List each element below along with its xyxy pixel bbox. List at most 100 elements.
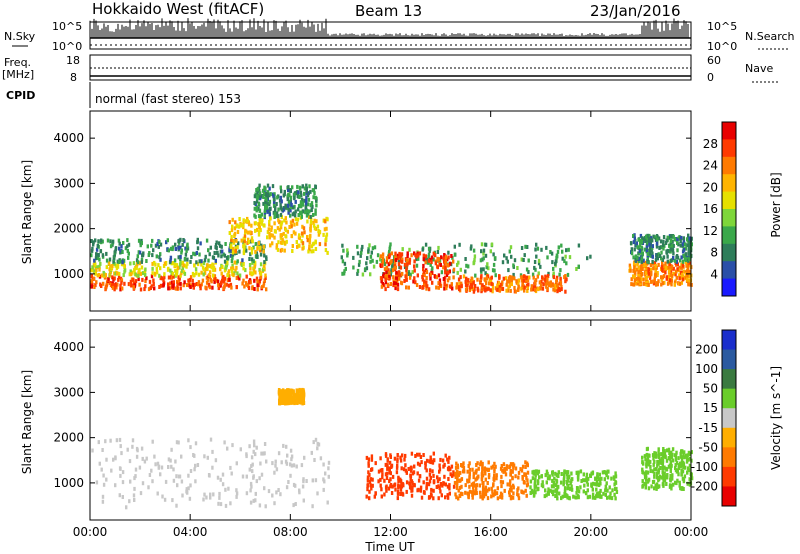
- data-cell: [661, 243, 665, 248]
- data-cell: [552, 287, 555, 292]
- data-cell: [472, 489, 475, 494]
- data-cell: [641, 236, 644, 241]
- data-cell: [393, 260, 397, 265]
- data-cell: [235, 265, 238, 270]
- data-cell: [543, 494, 546, 499]
- data-cell: [278, 198, 282, 203]
- data-cell: [250, 250, 254, 255]
- data-cell: [468, 489, 472, 494]
- data-cell: [422, 453, 425, 457]
- data-cell: [249, 230, 252, 235]
- data-cell: [605, 481, 608, 486]
- data-cell: [143, 459, 147, 464]
- data-cell: [534, 484, 538, 489]
- data-cell: [508, 482, 512, 487]
- data-cell: [282, 231, 285, 236]
- data-cell: [668, 268, 671, 273]
- data-cell: [406, 254, 409, 258]
- data-cell: [206, 263, 209, 268]
- data-cell: [433, 458, 436, 463]
- data-cell: [637, 237, 640, 242]
- data-cell: [675, 450, 678, 455]
- data-cell: [264, 504, 267, 509]
- data-cell: [639, 241, 642, 246]
- data-cell: [633, 265, 636, 270]
- data-cell: [552, 271, 555, 276]
- data-cell: [379, 468, 383, 473]
- data-cell: [223, 440, 226, 445]
- data-cell: [279, 195, 282, 200]
- data-cell: [436, 265, 439, 270]
- data-cell: [676, 478, 679, 483]
- data-cell: [648, 245, 652, 250]
- data-cell: [220, 244, 223, 249]
- data-cell: [234, 246, 237, 251]
- data-cell: [545, 284, 548, 289]
- data-cell: [614, 480, 618, 485]
- data-cell: [380, 487, 383, 492]
- data-cell: [300, 388, 303, 393]
- data-cell: [229, 501, 232, 506]
- data-cell: [292, 391, 295, 396]
- data-cell: [367, 247, 370, 252]
- data-cell: [224, 487, 227, 492]
- data-cell: [315, 203, 318, 208]
- data-cell: [657, 455, 661, 459]
- data-cell: [111, 283, 114, 288]
- data-cell: [286, 197, 290, 202]
- data-cell: [245, 274, 248, 279]
- velocity-y-axis-label: Slant Range [km]: [20, 370, 34, 474]
- freq-tick-high: 18: [66, 54, 80, 67]
- data-cell: [167, 465, 170, 469]
- data-cell: [444, 261, 447, 266]
- data-cell: [364, 267, 367, 272]
- data-cell: [274, 208, 277, 213]
- data-cell: [296, 217, 300, 222]
- data-cell: [521, 464, 525, 469]
- data-cell: [436, 479, 440, 484]
- data-cell: [116, 282, 119, 287]
- data-cell: [275, 243, 279, 248]
- data-cell: [416, 471, 419, 476]
- data-cell: [151, 439, 154, 444]
- data-cell: [644, 234, 648, 239]
- data-cell: [554, 259, 558, 264]
- data-cell: [493, 461, 496, 466]
- data-cell: [289, 205, 293, 210]
- data-cell: [666, 254, 669, 259]
- data-cell: [307, 197, 311, 202]
- data-cell: [285, 239, 288, 244]
- data-cell: [205, 267, 208, 271]
- data-cell: [586, 482, 589, 487]
- data-cell: [470, 276, 473, 281]
- data-cell: [100, 467, 103, 472]
- data-cell: [552, 283, 555, 288]
- data-cell: [223, 276, 227, 281]
- data-cell: [668, 484, 672, 489]
- data-cell: [381, 252, 385, 257]
- data-cell: [653, 474, 656, 479]
- data-cell: [256, 190, 259, 195]
- data-cell: [632, 234, 635, 238]
- data-cell: [300, 210, 303, 215]
- data-cell: [456, 262, 459, 267]
- data-cell: [356, 271, 359, 276]
- data-cell: [452, 484, 456, 489]
- data-cell: [174, 263, 177, 268]
- data-cell: [431, 255, 434, 260]
- data-cell: [266, 230, 270, 235]
- data-cell: [401, 257, 404, 262]
- data-cell: [159, 266, 162, 271]
- data-cell: [430, 487, 433, 492]
- data-cell: [252, 439, 256, 444]
- data-cell: [258, 279, 261, 284]
- data-cell: [153, 260, 156, 265]
- colorbar-segment: [722, 191, 736, 210]
- data-cell: [673, 237, 676, 242]
- data-cell: [155, 254, 158, 259]
- data-cell: [563, 259, 566, 264]
- data-cell: [177, 474, 181, 479]
- data-cell: [682, 462, 686, 467]
- data-cell: [262, 195, 265, 199]
